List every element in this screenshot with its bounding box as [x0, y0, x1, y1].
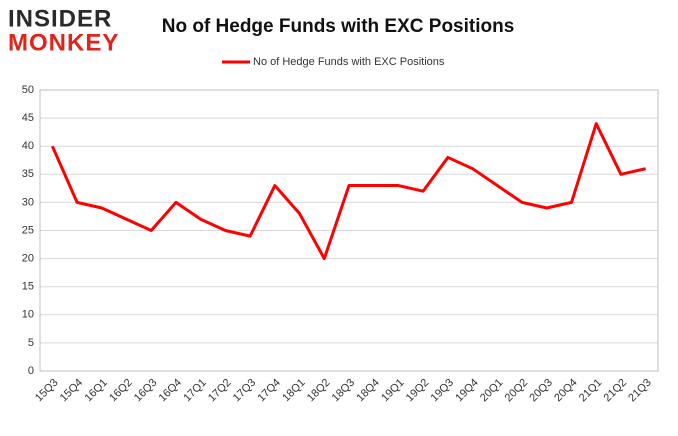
x-tick-label: 21Q1 [577, 377, 605, 405]
x-tick-label: 18Q4 [354, 377, 382, 405]
y-tick-label: 10 [22, 309, 34, 321]
x-tick-label: 20Q2 [503, 377, 531, 405]
x-tick-label: 20Q1 [478, 377, 506, 405]
y-tick-label: 25 [22, 224, 34, 236]
x-tick-label: 20Q4 [552, 377, 580, 405]
y-tick-label: 30 [22, 196, 34, 208]
x-tick-label: 17Q2 [206, 377, 234, 405]
x-tick-label: 17Q1 [181, 377, 209, 405]
x-tick-label: 21Q3 [626, 377, 654, 405]
x-tick-label: 18Q2 [305, 377, 333, 405]
logo: MONKEY [8, 29, 119, 56]
y-tick-label: 0 [28, 365, 34, 377]
data-line [50, 122, 646, 261]
logo: INSIDER [8, 5, 112, 32]
x-tick-label: 18Q1 [280, 377, 308, 405]
y-tick-label: 15 [22, 281, 34, 293]
y-tick-label: 35 [22, 168, 34, 180]
y-tick-label: 45 [22, 112, 34, 124]
x-tick-label: 19Q4 [453, 377, 481, 405]
x-tick-label: 17Q3 [231, 377, 259, 405]
y-tick-label: 40 [22, 140, 34, 152]
chart-title: No of Hedge Funds with EXC Positions [162, 16, 515, 37]
x-tick-label: 16Q1 [82, 377, 110, 405]
x-tick-label: 16Q3 [132, 377, 160, 405]
x-tick-label: 21Q2 [602, 377, 630, 405]
legend-label: No of Hedge Funds with EXC Positions [253, 56, 445, 68]
x-tick-label: 18Q3 [330, 377, 358, 405]
x-tick-label: 17Q4 [255, 377, 283, 405]
x-tick-label: 19Q2 [404, 377, 432, 405]
x-tick-label: 16Q4 [157, 377, 185, 405]
plot-frame [39, 89, 659, 372]
x-tick-label: 20Q3 [527, 377, 555, 405]
x-tick-label: 15Q3 [33, 377, 61, 405]
y-tick-label: 50 [22, 84, 34, 96]
x-tick-label: 16Q2 [107, 377, 135, 405]
y-tick-label: 20 [22, 253, 34, 265]
x-tick-label: 15Q4 [58, 377, 86, 405]
x-tick-label: 19Q3 [429, 377, 457, 405]
x-tick-label: 19Q1 [379, 377, 407, 405]
y-tick-label: 5 [28, 337, 34, 349]
